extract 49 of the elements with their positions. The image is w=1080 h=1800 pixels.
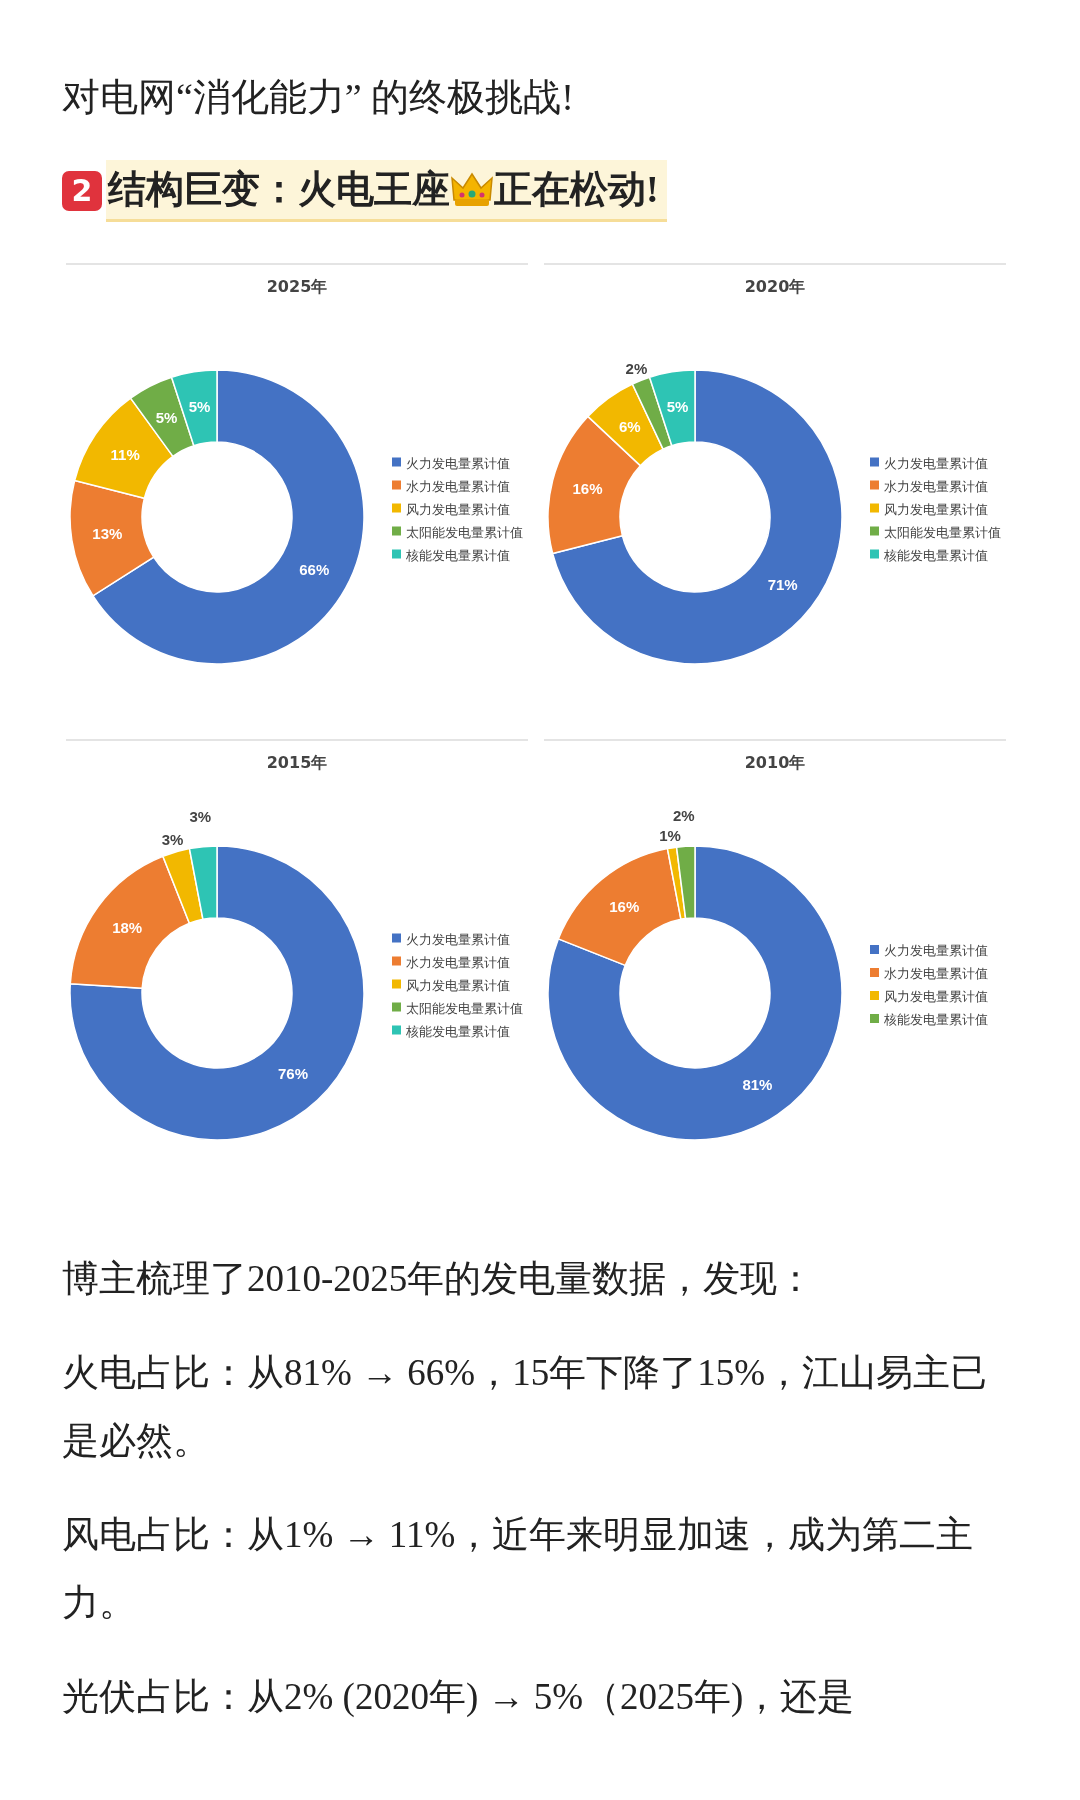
data-label: 3% [189,807,212,825]
legend-label: 火力发电量累计值 [406,455,510,471]
legend-label: 太阳能发电量累计值 [406,524,523,540]
legend-label: 太阳能发电量累计值 [406,1000,523,1016]
data-label: 5% [155,409,178,427]
data-label: 13% [92,525,123,543]
legend-label: 太阳能发电量累计值 [884,524,1001,540]
chart-title: 2015年 [266,753,328,772]
text: 光伏占比：从2% (2020年) → 5%（2025年)，还是 [62,1675,856,1719]
chart-title: 2025年 [266,277,328,296]
text: 火电占比：从81% → 66%，15年下降了15%，江山易主已是必然。 [62,1351,988,1463]
text: 对电网“消化能力” 的终极挑战! [62,75,574,120]
text: 正在松动! [494,167,659,212]
data-label: 81% [742,1075,773,1093]
text: 2 [62,171,102,211]
legend-label: 水力发电量累计值 [884,478,988,494]
data-label: 71% [767,576,798,594]
legend-label: 水力发电量累计值 [406,478,510,494]
legend-label: 火力发电量累计值 [406,931,510,947]
data-label: 11% [110,445,140,463]
data-label: 76% [277,1064,308,1082]
legend-label: 风力发电量累计值 [884,501,988,517]
legend-label: 水力发电量累计值 [884,966,988,981]
legend-label: 核能发电量累计值 [405,1023,510,1039]
legend-label: 风力发电量累计值 [884,989,988,1004]
data-label: 5% [188,398,211,416]
data-label: 6% [618,418,641,436]
data-label: 16% [572,480,603,498]
text: 博主梳理了2010-2025年的发电量数据，发现： [62,1257,816,1301]
data-label: 5% [666,398,689,416]
data-label: 2% [673,807,695,825]
data-label: 3% [161,831,184,849]
legend-label: 核能发电量累计值 [883,547,988,563]
text: 风电占比：从1% → 11%，近年来明显加速，成为第二主力。 [62,1513,975,1625]
chart-title: 2020年 [744,277,806,296]
legend-label: 核能发电量累计值 [405,547,510,563]
legend-label: 风力发电量累计值 [406,977,510,993]
legend-label: 火力发电量累计值 [884,455,988,471]
data-label: 66% [299,561,330,579]
legend-label: 火力发电量累计值 [884,943,988,958]
data-label: 2% [625,360,648,378]
legend-label: 风力发电量累计值 [406,501,510,517]
data-label: 18% [112,918,143,936]
text: 结构巨变：火电王座 [108,167,450,212]
data-label: 16% [609,898,640,916]
data-label: 1% [659,826,681,844]
chart-title: 2010年 [744,753,806,772]
legend-label: 水力发电量累计值 [406,954,510,970]
legend-label: 核能发电量累计值 [883,1012,988,1027]
